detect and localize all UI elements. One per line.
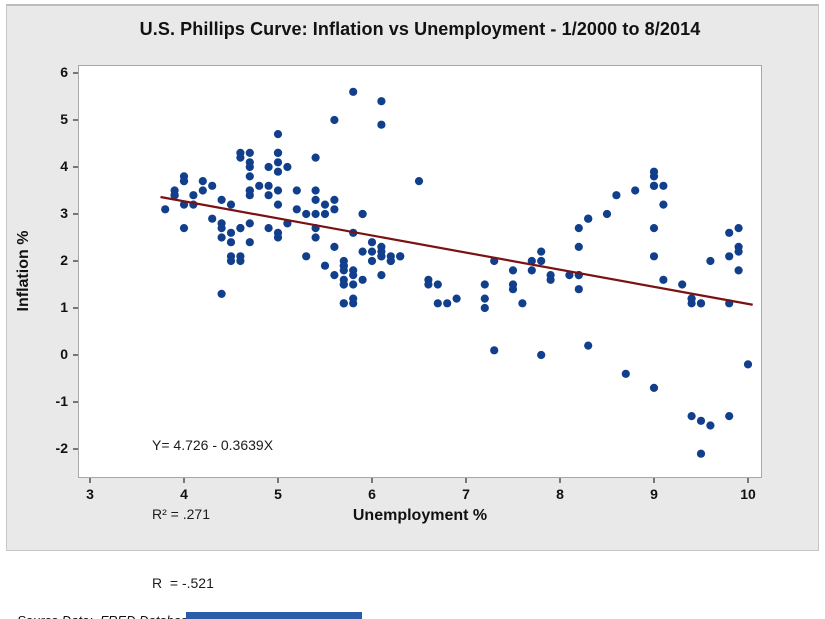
y-tick-label: 2 [60, 252, 68, 268]
regression-equation: Y= 4.726 - 0.3639X [152, 437, 274, 453]
y-tick-label: 6 [60, 64, 68, 80]
y-tick-label: 4 [60, 158, 68, 174]
source-footnote: Source Data: FRED Database Inflation: CP… [17, 576, 241, 619]
x-tick-label: 5 [274, 486, 282, 502]
y-tick-label: 0 [60, 346, 68, 362]
x-tick-label: 9 [650, 486, 658, 502]
x-axis-label: Unemployment % [352, 507, 488, 524]
x-tick-label: 6 [368, 486, 376, 502]
regression-annotation: Y= 4.726 - 0.3639X R² = .271 R = -.521 [152, 388, 273, 619]
x-tick-label: 3 [86, 486, 94, 502]
y-tick-label: 1 [60, 299, 68, 315]
source-data-line: Source Data: FRED Database [17, 612, 241, 619]
y-axis-label: Inflation % [15, 230, 32, 312]
x-tick-label: 7 [462, 486, 470, 502]
x-tick-label: 8 [556, 486, 564, 502]
y-tick-label: -2 [55, 440, 68, 456]
y-tick-label: 5 [60, 111, 68, 127]
y-tick-label: 3 [60, 205, 68, 221]
r-squared-value: R² = .271 [152, 506, 210, 522]
r-value: R = -.521 [152, 575, 214, 591]
x-tick-label: 10 [740, 486, 756, 502]
y-tick-label: -1 [55, 393, 68, 409]
chart-title: U.S. Phillips Curve: Inflation vs Unempl… [139, 19, 701, 39]
bottom-progress-bar [186, 612, 362, 619]
x-tick-label: 4 [180, 486, 188, 502]
